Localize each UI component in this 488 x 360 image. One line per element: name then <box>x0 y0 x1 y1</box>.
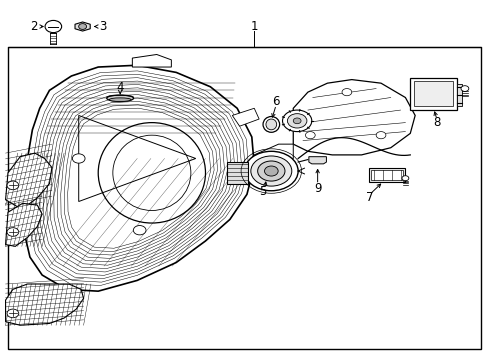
Circle shape <box>287 114 306 128</box>
Circle shape <box>7 228 19 236</box>
Text: 6: 6 <box>272 95 279 108</box>
Circle shape <box>250 156 291 186</box>
Circle shape <box>7 181 19 190</box>
Ellipse shape <box>109 98 131 102</box>
Polygon shape <box>232 108 259 126</box>
Text: 9: 9 <box>313 183 321 195</box>
Bar <box>368 168 405 182</box>
Circle shape <box>7 309 19 318</box>
Polygon shape <box>5 284 83 325</box>
Ellipse shape <box>106 95 133 102</box>
Bar <box>227 162 247 184</box>
Circle shape <box>293 118 301 124</box>
Circle shape <box>460 86 468 91</box>
Polygon shape <box>5 203 42 246</box>
Text: 5: 5 <box>259 185 266 198</box>
Polygon shape <box>132 54 171 67</box>
Bar <box>409 78 456 110</box>
Text: 8: 8 <box>432 116 440 129</box>
Circle shape <box>244 151 298 191</box>
Circle shape <box>282 110 311 132</box>
Circle shape <box>264 166 278 176</box>
Bar <box>456 84 462 106</box>
Bar <box>370 170 402 180</box>
Circle shape <box>305 132 315 139</box>
Text: 2: 2 <box>30 20 38 33</box>
Polygon shape <box>244 144 293 173</box>
Circle shape <box>79 24 86 30</box>
Ellipse shape <box>263 117 279 132</box>
Circle shape <box>45 21 61 33</box>
Text: 3: 3 <box>99 20 106 33</box>
Bar <box>8 47 480 348</box>
Polygon shape <box>5 153 52 207</box>
Circle shape <box>72 154 85 163</box>
Circle shape <box>133 226 146 235</box>
Circle shape <box>257 161 285 181</box>
Bar <box>413 81 452 107</box>
Polygon shape <box>23 65 254 291</box>
Polygon shape <box>75 22 90 31</box>
Ellipse shape <box>265 119 276 130</box>
Text: 1: 1 <box>250 20 258 33</box>
Text: 4: 4 <box>116 81 123 94</box>
Circle shape <box>341 89 351 96</box>
Circle shape <box>401 176 408 181</box>
Circle shape <box>375 132 385 139</box>
Text: 7: 7 <box>366 192 373 204</box>
Polygon shape <box>308 157 326 164</box>
Polygon shape <box>293 80 414 155</box>
